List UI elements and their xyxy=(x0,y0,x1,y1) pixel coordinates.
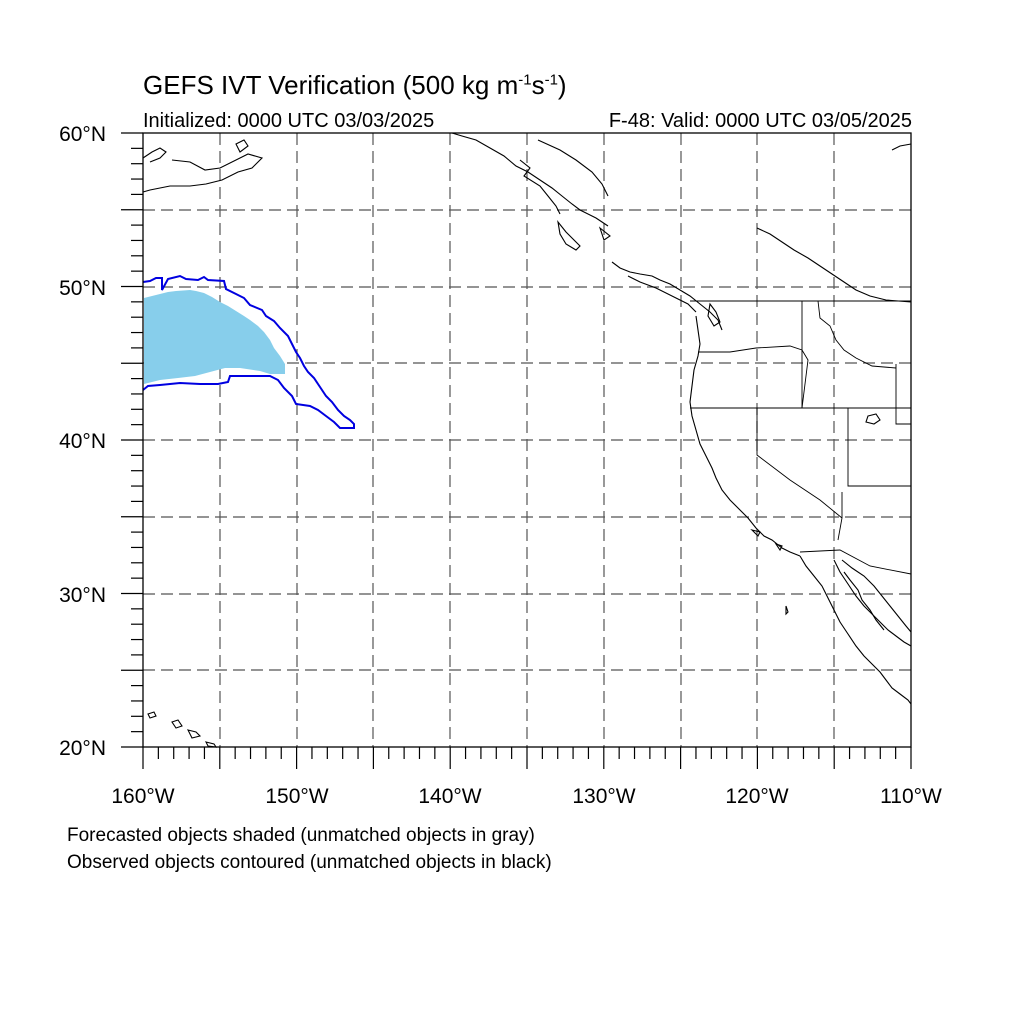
footer-forecast-note: Forecasted objects shaded (unmatched obj… xyxy=(67,825,535,846)
forecast-object xyxy=(144,290,285,384)
lon-label: 120°W xyxy=(725,785,788,808)
axis-ticks xyxy=(121,132,912,769)
lat-label: 40°N xyxy=(59,430,106,453)
lat-label: 20°N xyxy=(59,737,106,760)
grid-lines xyxy=(143,133,911,747)
observed-contour xyxy=(142,274,355,429)
map-title: GEFS IVT Verification (500 kg m-1s-1) xyxy=(143,70,567,100)
initialized-time: Initialized: 0000 UTC 03/03/2025 xyxy=(143,110,435,132)
lon-label: 140°W xyxy=(418,785,481,808)
coastlines xyxy=(142,132,912,748)
footer-observed-note: Observed objects contoured (unmatched ob… xyxy=(67,852,552,873)
lon-label: 150°W xyxy=(265,785,328,808)
lon-label: 130°W xyxy=(572,785,635,808)
political-borders xyxy=(690,300,912,575)
lat-label: 30°N xyxy=(59,584,106,607)
valid-time: F-48: Valid: 0000 UTC 03/05/2025 xyxy=(608,110,912,132)
lat-label: 60°N xyxy=(59,123,106,146)
lon-label: 110°W xyxy=(880,785,942,808)
longitude-labels: 160°W 150°W 140°W 130°W 120°W 110°W xyxy=(111,785,942,808)
lon-label: 160°W xyxy=(111,785,174,808)
latitude-labels: 60°N 50°N 40°N 30°N 20°N xyxy=(59,123,106,760)
lat-label: 50°N xyxy=(59,277,106,300)
